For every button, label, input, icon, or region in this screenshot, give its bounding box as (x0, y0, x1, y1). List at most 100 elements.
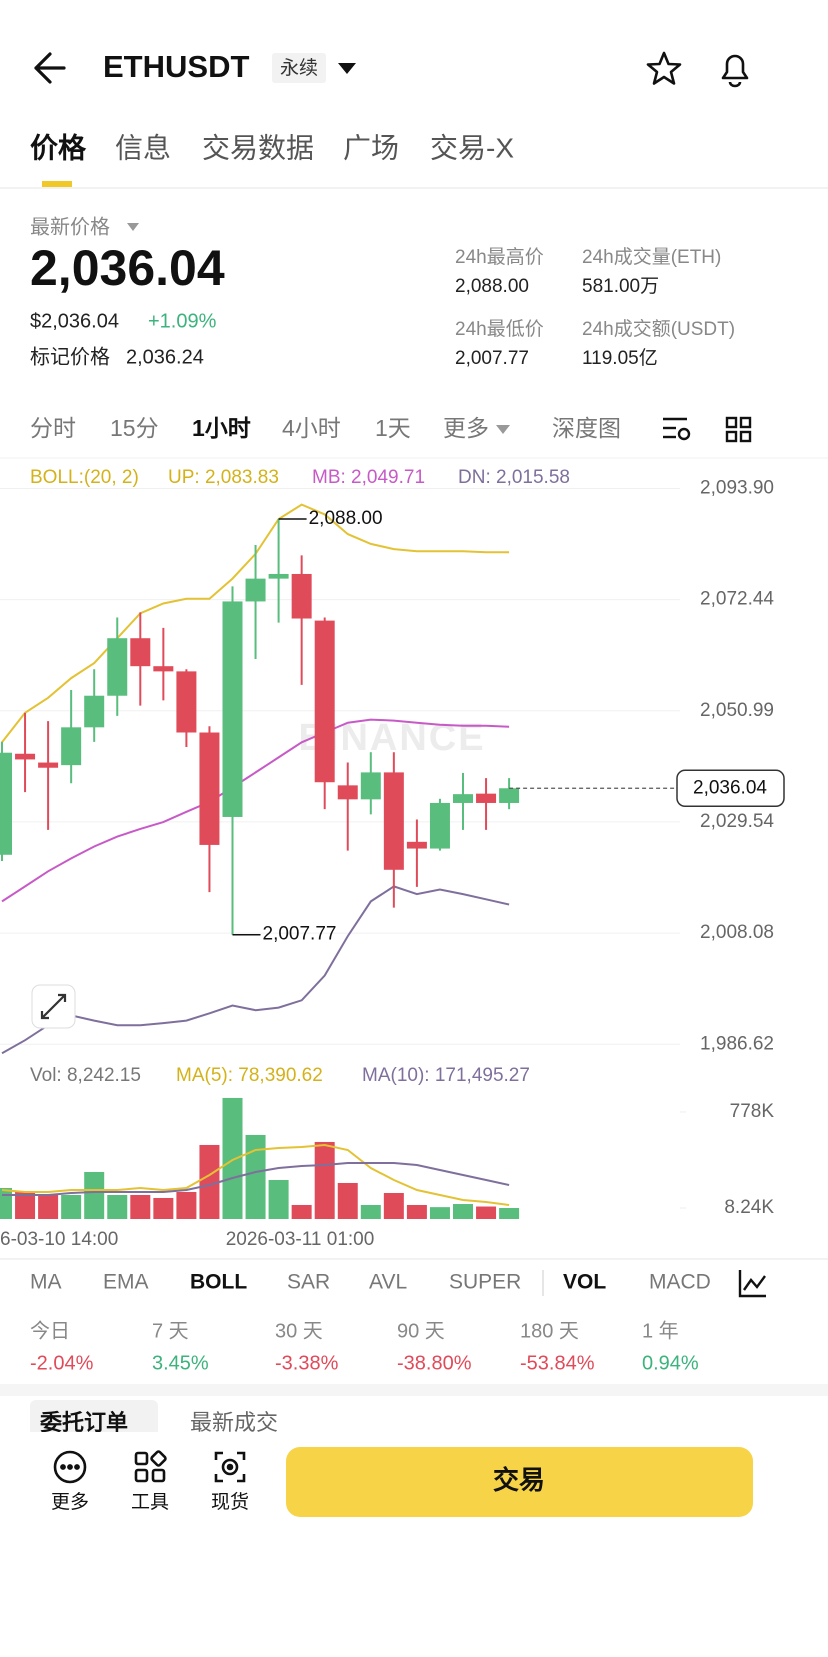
performance-value: -53.84% (520, 1352, 595, 1374)
performance-value: 3.45% (152, 1352, 209, 1374)
x-tick-label: 2026-03-11 01:00 (226, 1229, 375, 1250)
more-dropdown[interactable] (496, 425, 510, 434)
volume-bar (476, 1206, 497, 1219)
trade-button-label[interactable]: 交易 (493, 1465, 545, 1495)
indicator-tab[interactable]: BOLL (190, 1271, 247, 1294)
boll-line (1, 718, 510, 903)
candle-body (268, 573, 289, 579)
stat-value: 2,007.77 (455, 348, 529, 369)
chart-settings-icon[interactable] (663, 417, 691, 441)
candle-body (15, 753, 36, 760)
indicator-tab[interactable]: VOL (563, 1271, 606, 1294)
candle-body (222, 601, 243, 817)
tools-icon[interactable] (134, 1450, 167, 1483)
spot-icon[interactable] (214, 1451, 246, 1483)
candle-body (61, 727, 82, 766)
volume-ma-line (2, 1162, 510, 1196)
volume-bar (245, 1134, 266, 1219)
volume-bar (107, 1194, 128, 1219)
interval-tab[interactable]: 4小时 (282, 415, 341, 441)
indicator-tab[interactable]: MACD (649, 1271, 711, 1294)
indicator-tab[interactable]: AVL (369, 1271, 407, 1294)
volume-bar (61, 1194, 82, 1219)
section-gap (0, 1384, 828, 1396)
tab[interactable]: 交易数据 (202, 132, 314, 163)
indicator-legend: BOLL:(20, 2) (30, 467, 139, 488)
bottom-nav-label[interactable]: 现货 (211, 1491, 249, 1513)
volume-legend: MA(10): 171,495.27 (362, 1065, 530, 1086)
interval-tab[interactable]: 深度图 (552, 415, 621, 441)
stat-value: 119.05亿 (582, 347, 658, 369)
volume-ma-line (1, 1143, 510, 1206)
alert-button[interactable] (721, 54, 749, 88)
boll-line (1, 885, 510, 1055)
volume-tick-label: 778K (730, 1101, 775, 1122)
stat-value: 581.00万 (582, 276, 659, 297)
performance-value: -38.80% (397, 1352, 472, 1374)
stat-label: 24h成交量(ETH) (582, 246, 721, 268)
tab[interactable]: 广场 (343, 132, 399, 163)
order-tab-active[interactable] (30, 1400, 158, 1440)
candle-body (453, 794, 473, 803)
performance-label: 90 天 (397, 1320, 445, 1342)
tab[interactable]: 价格 (30, 132, 87, 163)
symbol: ETHUSDT (103, 49, 249, 84)
layout-icon[interactable] (725, 416, 752, 443)
volume-bar (453, 1204, 473, 1219)
performance-label: 今日 (30, 1319, 70, 1342)
trade-button[interactable] (286, 1447, 753, 1517)
chart-area: 2,093.90 2,072.44 2,050.99 2,029.54 2,008.08… (0, 467, 785, 1250)
price-dropdown[interactable] (127, 223, 139, 231)
more-icon[interactable] (53, 1450, 87, 1484)
performance-value: -2.04% (30, 1352, 94, 1374)
indicator-tab[interactable]: EMA (103, 1271, 149, 1294)
tab[interactable]: 交易-X (430, 132, 514, 163)
y-tick-label: 1,986.62 (700, 1033, 774, 1054)
y-tick-label: 2,050.99 (700, 700, 774, 721)
performance-label: 30 天 (275, 1320, 323, 1342)
candle-body (499, 788, 520, 803)
order-tab[interactable]: 委托订单 (40, 1410, 128, 1435)
y-tick-label: 2,093.90 (700, 478, 774, 499)
volume-bar (337, 1182, 358, 1219)
candle-body (245, 578, 266, 602)
volume-bar (268, 1179, 289, 1219)
last-price: 2,036.04 (30, 240, 225, 296)
price-change: +1.09% (148, 310, 217, 332)
back-button[interactable] (34, 52, 66, 84)
candle-body (383, 772, 404, 870)
tab[interactable]: 信息 (115, 132, 171, 163)
symbol-dropdown[interactable] (338, 63, 356, 74)
expand-button[interactable] (31, 984, 76, 1029)
interval-tab[interactable]: 15分 (110, 415, 159, 441)
indicator-legend: UP: 2,083.83 (168, 467, 279, 488)
indicator-tab[interactable]: SUPER (449, 1271, 521, 1294)
indicator-settings-icon[interactable] (738, 1270, 766, 1298)
volume-bar (383, 1192, 404, 1219)
candle-body (176, 671, 197, 733)
interval-tab[interactable]: 分时 (30, 415, 76, 441)
indicator-tab[interactable]: SAR (287, 1271, 330, 1294)
last-price-tag-label: 2,036.04 (693, 777, 767, 798)
interval-tab[interactable]: 1天 (375, 415, 411, 441)
bottom-nav-label[interactable]: 更多 (51, 1491, 89, 1513)
indicator-tab[interactable]: MA (30, 1271, 62, 1294)
volume-bar (314, 1141, 335, 1219)
contract-tag: 永续 (280, 57, 318, 79)
stat-value: 2,088.00 (455, 276, 529, 297)
volume-bar (176, 1191, 197, 1219)
usd-price: $2,036.04 (30, 310, 119, 332)
favorite-button[interactable] (646, 51, 682, 85)
order-tab[interactable]: 最新成交 (190, 1410, 278, 1435)
y-tick-label: 2,072.44 (700, 589, 774, 610)
volume-bar (360, 1204, 381, 1219)
interval-tab[interactable]: 1小时 (192, 415, 251, 441)
performance-value: 0.94% (642, 1352, 699, 1374)
candle-body (476, 793, 497, 803)
bottom-nav-label[interactable]: 工具 (131, 1492, 169, 1513)
stat-label: 24h最低价 (455, 318, 544, 340)
candle-body (153, 666, 174, 672)
volume-bar (406, 1204, 427, 1219)
candle-body (199, 732, 220, 845)
interval-tab[interactable]: 更多 (443, 415, 489, 441)
